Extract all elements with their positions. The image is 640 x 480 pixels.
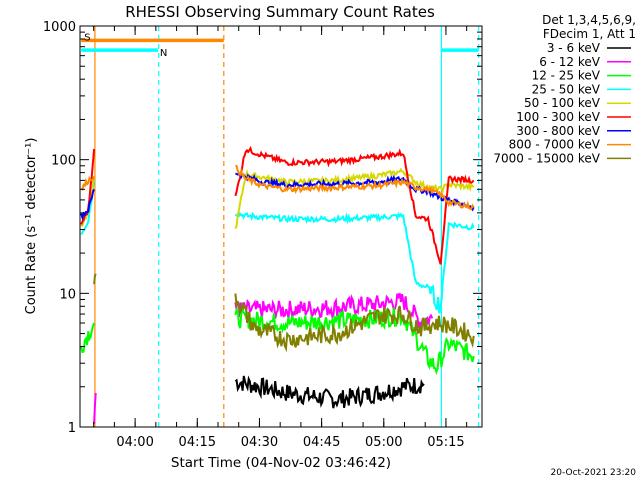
- x-tick-label-3: 04:45: [303, 435, 340, 450]
- flag-label-0: S: [84, 32, 90, 43]
- series-1-segment-0: [93, 392, 97, 424]
- x-axis-title: Start Time (04-Nov-02 03:46:42): [171, 455, 391, 471]
- legend: Det 1,3,4,5,6,9, FDecim 1, Att 1 3 - 6 k…: [493, 13, 636, 165]
- legend-label-3: 25 - 50 keV: [532, 82, 601, 96]
- series-2-segment-0: [80, 322, 96, 354]
- x-tick-label-5: 05:15: [427, 435, 464, 450]
- y-axis-title: Count Rate (s⁻¹ detector⁻¹): [24, 138, 39, 315]
- x-tick-label-0: 04:00: [116, 435, 153, 450]
- y-tick-label-0: 1: [68, 421, 76, 436]
- series-6-segment-0: [80, 188, 96, 221]
- legend-label-4: 50 - 100 keV: [524, 96, 601, 110]
- y-tick-label-1: 10: [59, 287, 76, 302]
- legend-label-1: 6 - 12 keV: [539, 55, 601, 69]
- series-0-segment-0: [234, 375, 425, 409]
- series-1: [93, 292, 434, 424]
- chart-title: RHESSI Observing Summary Count Rates: [125, 3, 435, 21]
- legend-header-line-2: FDecim 1, Att 1: [543, 27, 636, 41]
- plot-frame: [79, 25, 483, 428]
- series-7-segment-1: [235, 164, 475, 210]
- legend-header-line-1: Det 1,3,4,5,6,9,: [542, 13, 636, 27]
- legend-label-2: 12 - 25 keV: [532, 69, 601, 83]
- series-8: [93, 273, 475, 353]
- series-8-segment-1: [234, 293, 475, 353]
- series-5-segment-1: [234, 145, 475, 265]
- y-tick-label-2: 100: [51, 154, 76, 169]
- legend-label-0: 3 - 6 keV: [547, 41, 601, 55]
- legend-label-8: 7000 - 15000 keV: [493, 151, 600, 165]
- series-7: [80, 164, 475, 210]
- x-tick-label-1: 04:15: [179, 435, 216, 450]
- x-tick-label-2: 04:30: [241, 435, 278, 450]
- x-tick-label-4: 05:00: [365, 435, 402, 450]
- footer-date: 20-Oct-2021 23:20: [551, 468, 637, 478]
- series-0: [234, 375, 425, 409]
- series-3-segment-1: [234, 211, 475, 314]
- legend-label-6: 300 - 800 keV: [516, 124, 600, 138]
- series-8-segment-0: [93, 273, 97, 285]
- axes: 1 10 100 1000 04:00 04:15 04:30 04:45 05:00 05:15: [43, 20, 482, 450]
- legend-label-5: 100 - 300 keV: [516, 110, 600, 124]
- flag-label-1: N: [160, 48, 167, 59]
- y-tick-label-3: 1000: [43, 20, 76, 35]
- series-1-segment-1: [234, 292, 434, 329]
- series-7-segment-0: [80, 175, 96, 191]
- plot-area: SN: [80, 26, 480, 427]
- legend-label-7: 800 - 7000 keV: [509, 138, 601, 152]
